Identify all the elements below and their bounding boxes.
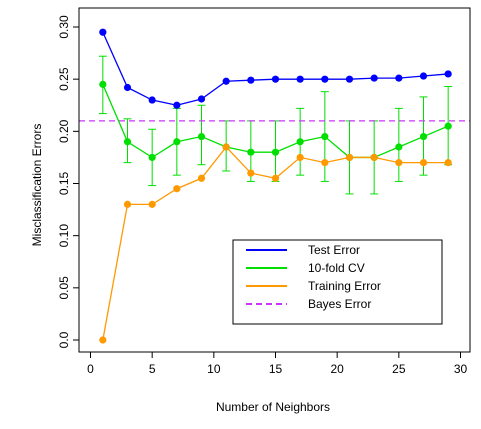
data-point-training-error: [247, 169, 255, 177]
data-point-test-error: [148, 96, 156, 104]
data-point-training-error: [123, 200, 132, 208]
data-point-test-error: [296, 75, 304, 83]
data-point-training-error: [99, 336, 107, 344]
data-point-10-fold-cv: [197, 132, 206, 141]
y-tick-label: 0.05: [57, 276, 71, 300]
x-tick-label: 10: [207, 362, 221, 376]
data-point-training-error: [395, 159, 403, 167]
series-points-layer: [99, 28, 452, 344]
y-tick-label: 0.30: [57, 15, 71, 39]
data-point-10-fold-cv: [271, 148, 280, 156]
data-point-10-fold-cv: [444, 122, 452, 130]
data-point-10-fold-cv: [321, 132, 329, 141]
data-point-test-error: [395, 74, 403, 82]
data-point-training-error: [370, 153, 378, 162]
data-point-test-error: [99, 28, 107, 36]
data-point-10-fold-cv: [419, 132, 428, 141]
data-point-training-error: [321, 159, 329, 167]
legend-label-10-fold-cv: 10-fold CV: [308, 261, 365, 275]
y-tick-label: 0.20: [57, 119, 71, 143]
y-tick-label: 0.25: [57, 67, 71, 91]
data-point-test-error: [173, 101, 181, 109]
data-point-10-fold-cv: [247, 148, 255, 156]
x-tick-label: 20: [330, 362, 344, 376]
x-tick-label: 5: [149, 362, 156, 376]
data-point-test-error: [444, 70, 452, 78]
legend-box: [232, 239, 443, 325]
x-axis-title: Number of Neighbors: [216, 400, 330, 414]
plot-frame: [78, 7, 471, 353]
legend-label-test-error: Test Error: [308, 243, 360, 257]
data-point-training-error: [444, 159, 452, 167]
data-point-training-error: [222, 143, 230, 151]
data-point-training-error: [173, 185, 181, 193]
data-point-10-fold-cv: [148, 153, 156, 162]
data-point-test-error: [197, 95, 206, 103]
legend-label-bayes-error: Bayes Error: [308, 297, 371, 311]
data-point-test-error: [271, 75, 280, 83]
data-point-10-fold-cv: [99, 80, 107, 88]
data-point-training-error: [296, 153, 304, 162]
series-line-test-error: [102, 31, 449, 106]
legend-label-training-error: Training Error: [308, 279, 381, 293]
axes-layer: 0 5 10 15 20 25 30 0.0 0.05 0.10 0.15 0.20 0.25 0.30: [57, 15, 467, 376]
data-point-10-fold-cv: [173, 138, 181, 146]
data-point-test-error: [247, 76, 255, 84]
y-tick-label: 0.15: [57, 171, 71, 195]
data-point-test-error: [321, 75, 329, 83]
data-point-training-error: [197, 174, 206, 182]
data-point-training-error: [419, 159, 428, 167]
legend: Test Error 10-fold CV Training Error Bay…: [232, 239, 443, 325]
y-axis-title: Misclassification Errors: [30, 124, 44, 247]
data-point-test-error: [345, 75, 354, 83]
x-tick-label: 0: [87, 362, 94, 376]
data-point-10-fold-cv: [123, 138, 132, 146]
data-point-training-error: [148, 200, 156, 208]
y-tick-label: 0.10: [57, 224, 71, 248]
data-point-10-fold-cv: [395, 143, 403, 151]
x-tick-label: 30: [454, 362, 468, 376]
y-tick-label: 0.0: [57, 331, 71, 348]
data-point-test-error: [123, 83, 132, 92]
data-point-10-fold-cv: [296, 138, 304, 146]
data-point-test-error: [419, 72, 428, 80]
data-point-test-error: [222, 77, 230, 85]
data-point-training-error: [271, 174, 280, 182]
x-tick-label: 15: [269, 362, 283, 376]
data-point-training-error: [345, 153, 354, 162]
x-tick-label: 25: [392, 362, 406, 376]
data-point-test-error: [370, 74, 378, 82]
